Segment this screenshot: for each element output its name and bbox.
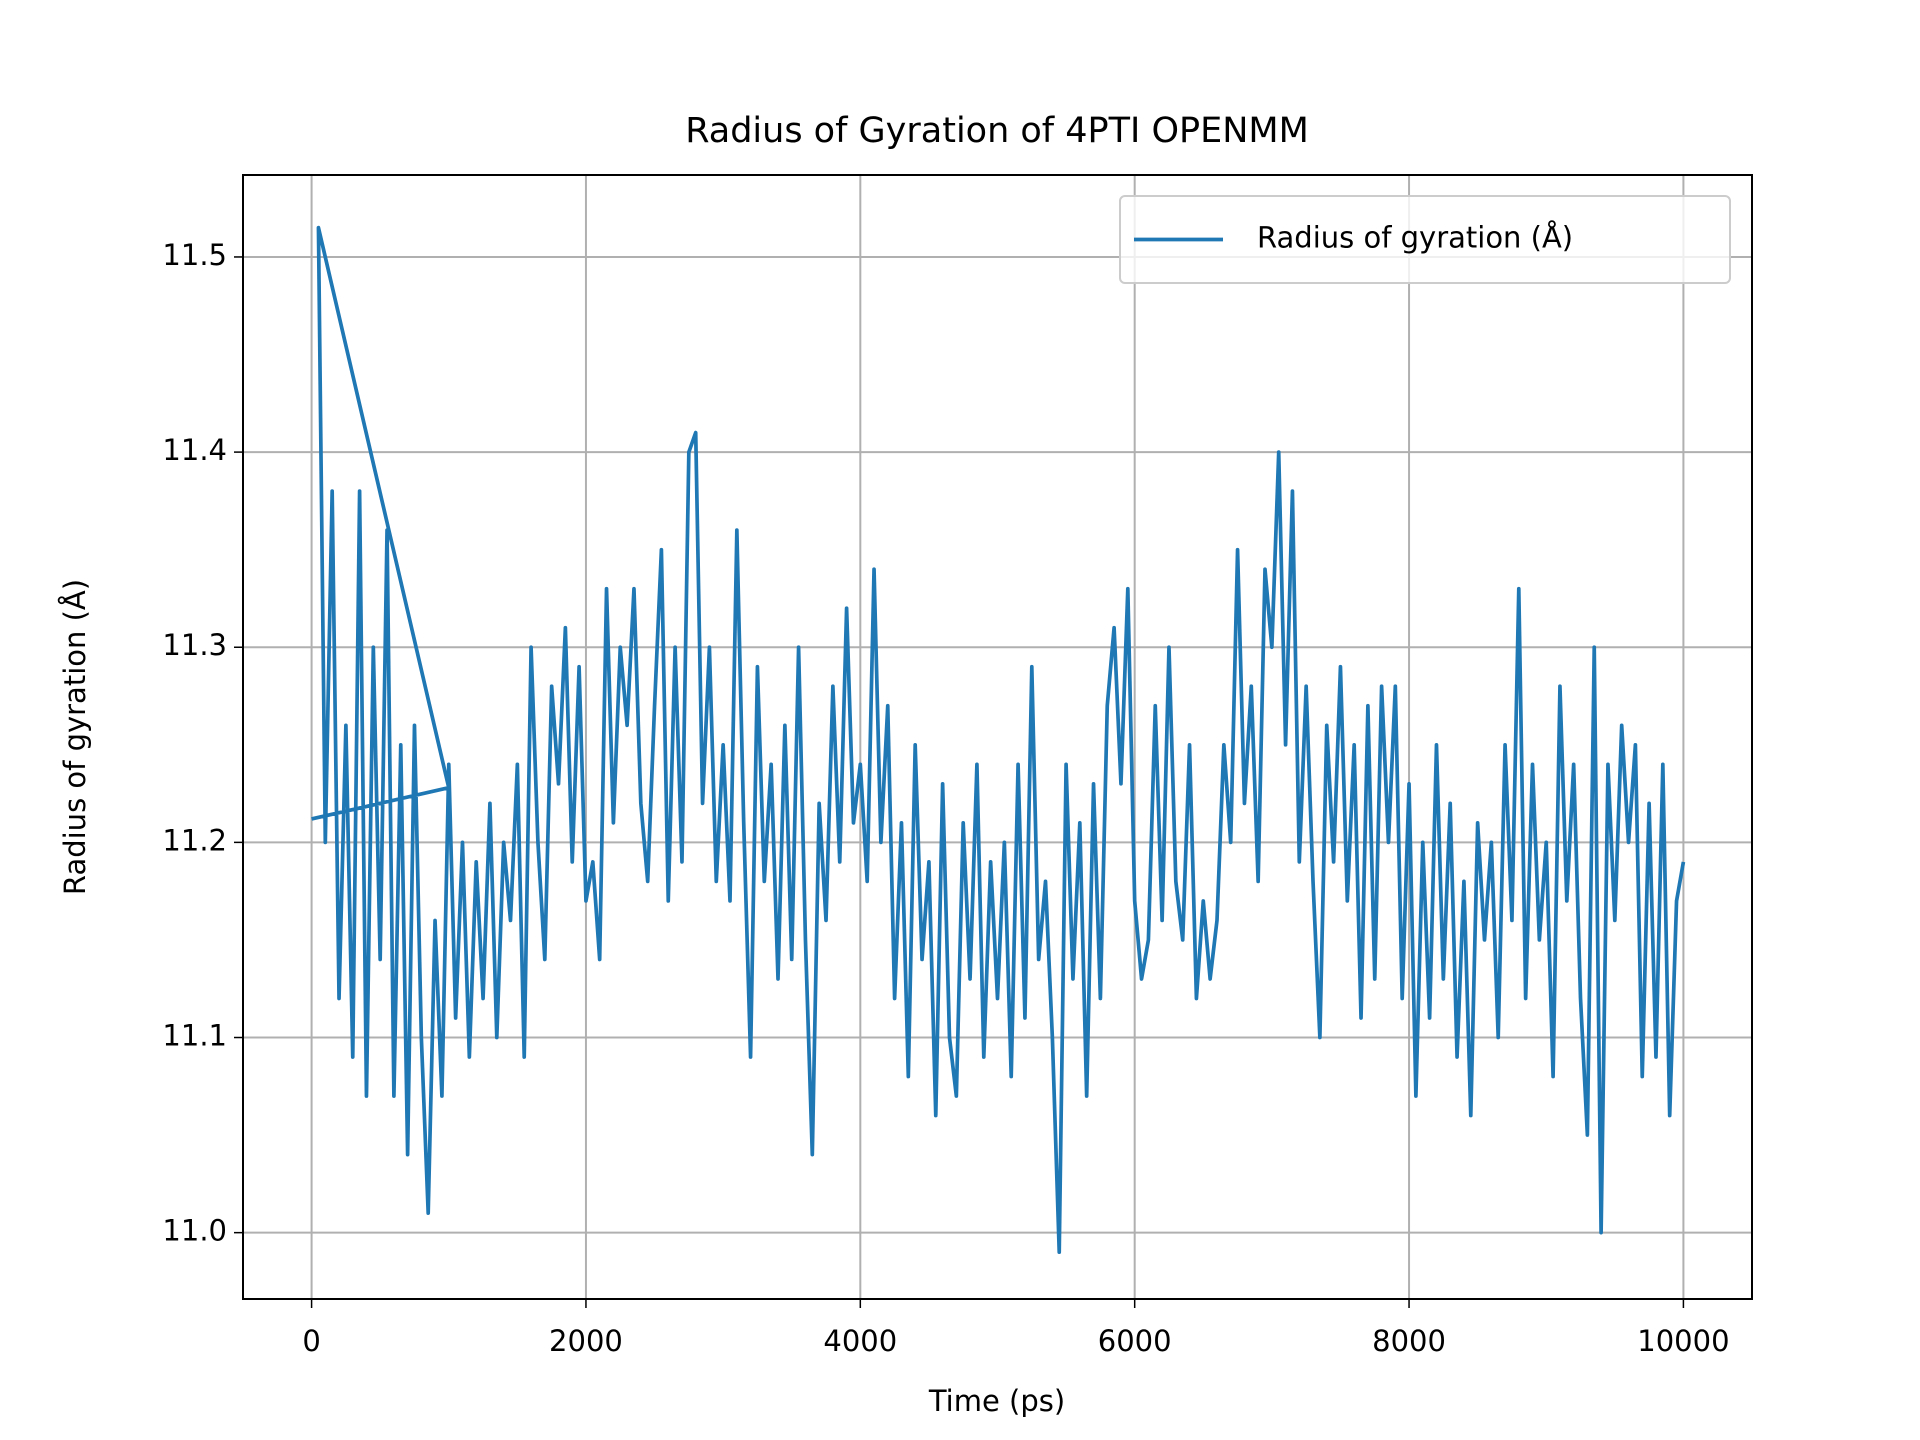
x-tick-label: 10000 xyxy=(1637,1324,1729,1358)
x-tick-label: 0 xyxy=(302,1324,320,1358)
legend-label: Radius of gyration (Å) xyxy=(1257,221,1573,255)
y-axis-label: Radius of gyration (Å) xyxy=(58,579,92,895)
x-axis-label: Time (ps) xyxy=(928,1384,1065,1418)
y-tick-label: 11.2 xyxy=(162,823,227,857)
axes-frame xyxy=(242,174,1753,1300)
chart-title: Radius of Gyration of 4PTI OPENMM xyxy=(685,111,1309,151)
data-line xyxy=(311,225,1686,1255)
x-tick-label: 4000 xyxy=(823,1324,897,1358)
y-tick-label: 11.3 xyxy=(162,628,227,662)
legend-box xyxy=(1119,195,1731,284)
y-tick-label: 11.1 xyxy=(162,1019,227,1053)
y-tick-label: 11.0 xyxy=(162,1214,227,1248)
x-tick-label: 6000 xyxy=(1098,1324,1172,1358)
x-tick-label: 2000 xyxy=(549,1324,623,1358)
y-tick-label: 11.5 xyxy=(162,238,227,272)
x-tick-label: 8000 xyxy=(1372,1324,1446,1358)
y-tick-label: 11.4 xyxy=(162,433,227,467)
